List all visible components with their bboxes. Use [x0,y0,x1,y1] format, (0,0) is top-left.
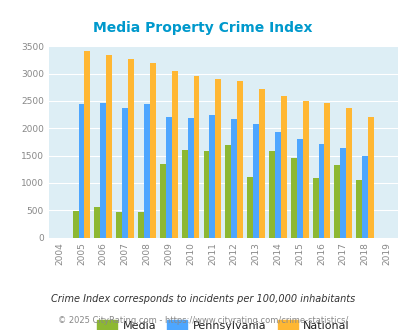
Bar [171,71,177,238]
Bar [187,118,193,238]
Bar [231,119,237,238]
Bar [128,59,134,238]
Bar [274,132,280,238]
Bar [78,104,84,238]
Bar [252,124,258,238]
Bar [345,108,351,238]
Bar [72,211,78,238]
Bar [149,63,156,238]
Text: Media Property Crime Index: Media Property Crime Index [93,21,312,35]
Bar [84,50,90,238]
Bar [215,79,221,238]
Bar [356,180,361,238]
Bar [334,165,339,238]
Bar [122,108,128,238]
Bar [290,158,296,238]
Text: Crime Index corresponds to incidents per 100,000 inhabitants: Crime Index corresponds to incidents per… [51,294,354,304]
Bar [100,103,106,238]
Bar [318,144,324,238]
Bar [247,177,252,238]
Bar [367,117,373,238]
Bar [225,145,231,238]
Bar [269,151,274,238]
Bar [302,101,308,238]
Bar [160,164,165,238]
Bar [165,117,171,238]
Bar [296,139,302,238]
Bar [138,212,144,238]
Bar [324,103,330,238]
Bar [361,156,367,238]
Bar [193,76,199,238]
Bar [116,212,122,238]
Legend: Media, Pennsylvania, National: Media, Pennsylvania, National [92,316,353,330]
Bar [181,149,187,238]
Text: © 2025 CityRating.com - https://www.cityrating.com/crime-statistics/: © 2025 CityRating.com - https://www.city… [58,316,347,325]
Bar [209,115,215,238]
Bar [258,89,264,238]
Bar [144,104,149,238]
Bar [280,96,286,238]
Bar [94,207,100,238]
Bar [203,151,209,238]
Bar [106,55,112,238]
Bar [237,82,243,238]
Bar [339,148,345,238]
Bar [312,178,318,238]
